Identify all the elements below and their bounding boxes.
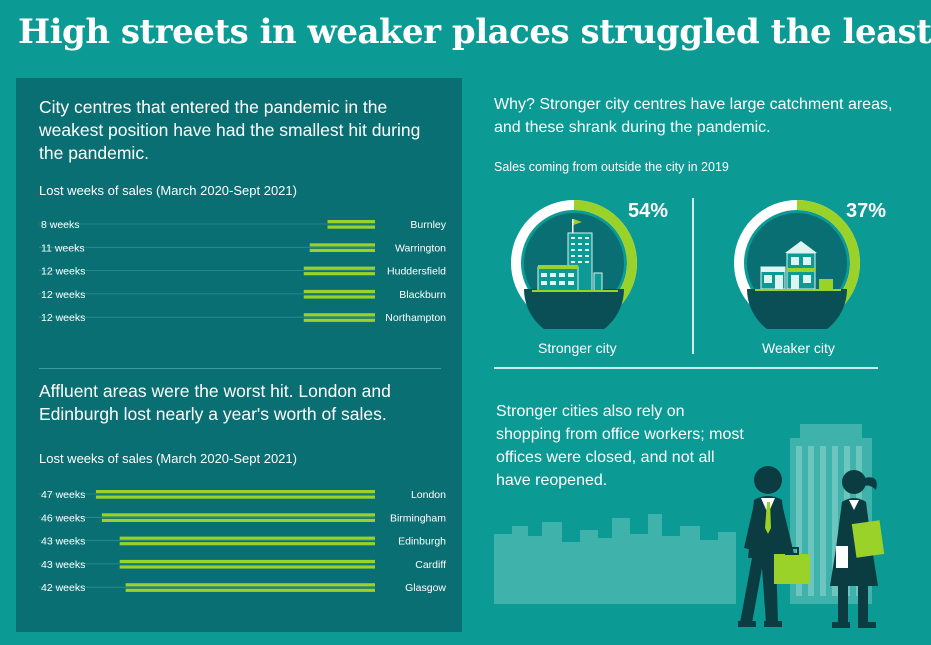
lede-affluent-areas: Affluent areas were the worst hit. Londo… xyxy=(39,381,391,424)
bar-blackburn-lower xyxy=(303,295,375,299)
vertical-divider xyxy=(692,198,694,354)
page-title: High streets in weaker places struggled … xyxy=(18,12,931,52)
bar-london-lower xyxy=(95,495,375,499)
bar-northampton-lower xyxy=(303,318,375,322)
category-label-northampton: Northampton xyxy=(385,312,446,324)
category-label-burnley: Burnley xyxy=(410,219,446,231)
bar-london-upper xyxy=(95,490,375,494)
bar-huddersfield-lower xyxy=(303,272,375,276)
section-divider xyxy=(39,368,441,369)
bar-warrington-lower xyxy=(309,248,375,252)
donut-weaker-city xyxy=(734,200,860,329)
value-label-birmingham: 46 weeks xyxy=(41,512,85,524)
pct-weaker-city: 37% xyxy=(846,200,887,222)
category-label-cardiff: Cardiff xyxy=(415,559,446,571)
category-label-edinburgh: Edinburgh xyxy=(398,536,446,548)
left-panel: City centres that entered the pandemic i… xyxy=(16,78,462,632)
chart2-title: Lost weeks of sales (March 2020-Sept 202… xyxy=(39,451,297,466)
bar-warrington-upper xyxy=(309,243,375,247)
category-label-london: London xyxy=(411,489,446,501)
bar-northampton-upper xyxy=(303,313,375,317)
category-label-birmingham: Birmingham xyxy=(390,512,446,524)
value-label-northampton: 12 weeks xyxy=(41,312,85,324)
shopfront-icon xyxy=(747,241,847,329)
office-workers-illustration xyxy=(494,424,885,628)
donut-stronger-city xyxy=(511,200,637,329)
value-label-blackburn: 12 weeks xyxy=(41,289,85,301)
category-label-huddersfield: Huddersfield xyxy=(387,266,446,278)
value-label-cardiff: 43 weeks xyxy=(41,559,85,571)
skyline-icon xyxy=(494,514,736,604)
category-label-warrington: Warrington xyxy=(395,242,446,254)
label-stronger-city: Stronger city xyxy=(538,340,617,356)
bar-burnley-lower xyxy=(327,225,375,229)
value-label-london: 47 weeks xyxy=(41,489,85,501)
chart1-title: Lost weeks of sales (March 2020-Sept 202… xyxy=(39,183,297,198)
bar-chart-weak-places: 8 weeks Burnley 11 weeks Warrington 12 weeks… xyxy=(39,219,447,324)
donut-chart-title: Sales coming from outside the city in 20… xyxy=(494,160,729,174)
pct-stronger-city: 54% xyxy=(628,200,669,222)
horizontal-divider xyxy=(494,367,878,369)
donut-arc-weaker xyxy=(734,200,860,326)
value-label-glasgow: 42 weeks xyxy=(41,582,85,594)
value-label-huddersfield: 12 weeks xyxy=(41,266,85,278)
bar-glasgow-upper xyxy=(125,583,375,587)
bar-huddersfield-upper xyxy=(303,266,375,270)
bar-glasgow-lower xyxy=(125,588,375,592)
bar-edinburgh-upper xyxy=(119,536,375,540)
value-label-burnley: 8 weeks xyxy=(41,219,80,231)
bar-cardiff-lower xyxy=(119,565,375,569)
office-tower-icon xyxy=(524,219,624,329)
bar-cardiff-upper xyxy=(119,559,375,564)
value-label-edinburgh: 43 weeks xyxy=(41,536,85,548)
category-label-glasgow: Glasgow xyxy=(405,582,446,594)
label-weaker-city: Weaker city xyxy=(762,340,835,356)
why-text: Why? Stronger city centres have large ca… xyxy=(494,96,893,136)
walking-woman-icon xyxy=(830,470,885,628)
bar-blackburn-upper xyxy=(303,289,375,294)
bar-birmingham-upper xyxy=(101,513,375,517)
bar-birmingham-lower xyxy=(101,518,375,522)
walking-man-icon xyxy=(738,466,810,627)
bar-chart-affluent-areas: 47 weeks London 46 weeks Birmingham 43 weeks… xyxy=(39,489,446,594)
bar-burnley-upper xyxy=(327,220,375,224)
category-label-blackburn: Blackburn xyxy=(399,289,446,301)
bar-edinburgh-lower xyxy=(119,542,375,546)
lede-weak-places: City centres that entered the pandemic i… xyxy=(39,97,421,163)
value-label-warrington: 11 weeks xyxy=(41,242,85,254)
office-workers-text: Stronger cities also rely on shopping fr… xyxy=(496,403,744,489)
